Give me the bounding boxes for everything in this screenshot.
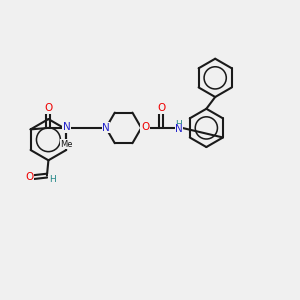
Text: O: O	[44, 103, 52, 113]
Text: Me: Me	[60, 140, 73, 148]
Text: O: O	[26, 172, 34, 182]
Text: H: H	[176, 120, 182, 129]
Text: N: N	[63, 122, 70, 132]
Text: N: N	[175, 124, 183, 134]
Text: H: H	[49, 175, 56, 184]
Text: O: O	[141, 122, 149, 132]
Text: N: N	[102, 123, 110, 133]
Text: O: O	[157, 103, 165, 113]
